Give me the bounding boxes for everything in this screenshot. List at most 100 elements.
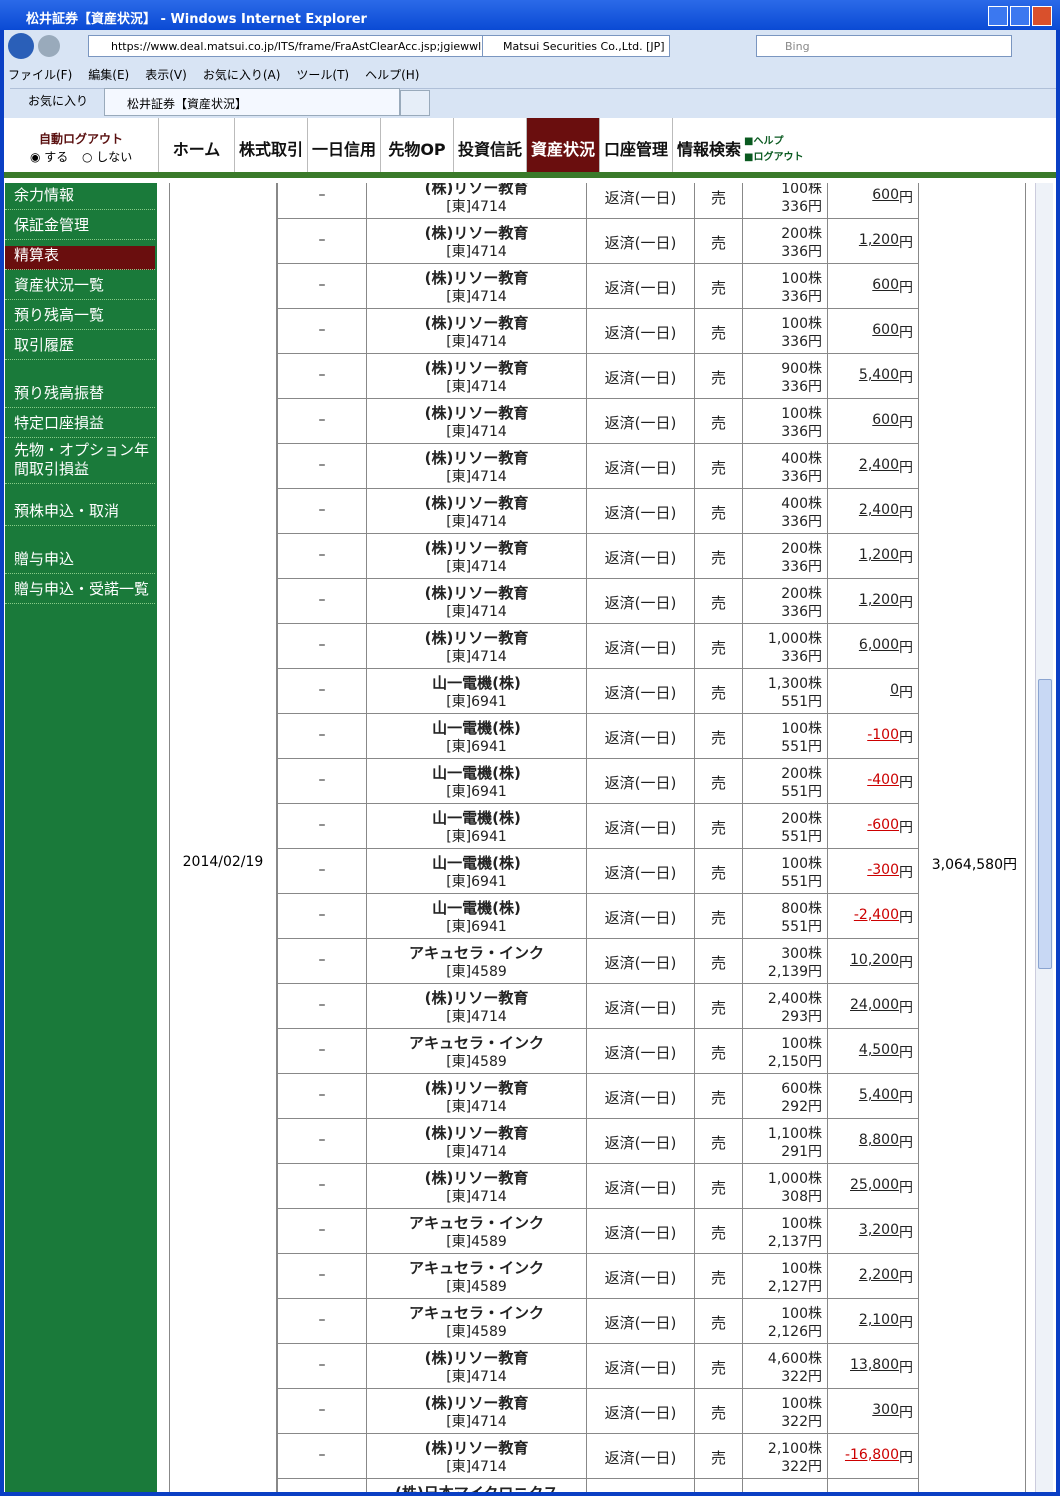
- profit-amount[interactable]: 600: [872, 277, 899, 293]
- profit-amount[interactable]: 4,500: [858, 1042, 899, 1058]
- side: 売: [710, 414, 726, 432]
- profit-amount[interactable]: 1,200: [858, 592, 899, 608]
- profit-amount[interactable]: 25,000: [850, 1177, 899, 1193]
- side: 売: [710, 819, 726, 837]
- profit: 6,000 円: [859, 637, 913, 657]
- profit-amount[interactable]: -100: [867, 727, 899, 743]
- profit-amount[interactable]: 600: [872, 412, 899, 428]
- sidebar-item[interactable]: 資産状況一覧: [5, 276, 155, 300]
- profit-amount[interactable]: -400: [867, 772, 899, 788]
- scroll-thumb[interactable]: [1038, 679, 1052, 969]
- profit-amount[interactable]: 2,400: [858, 502, 899, 518]
- stock-code: [東]4714: [446, 1369, 507, 1385]
- sidebar-item[interactable]: 余力情報: [5, 186, 155, 210]
- cert[interactable]: Matsui Securities Co.,Ltd. [JP]: [482, 35, 670, 57]
- sidebar-item[interactable]: 贈与申込: [5, 550, 155, 574]
- name-cell: (株)リソー教育 [東]4714: [366, 623, 587, 669]
- sidebar-item[interactable]: 預り残高一覧: [5, 306, 155, 330]
- sidebar-item[interactable]: 預り残高振替: [5, 384, 155, 408]
- profit-amount[interactable]: 8,800: [858, 1132, 899, 1148]
- sidebar-item[interactable]: 保証金管理: [5, 216, 155, 240]
- menu-item[interactable]: ファイル(F): [8, 68, 73, 82]
- kind: 返済(一日): [604, 774, 677, 792]
- menu-item[interactable]: ヘルプ(H): [365, 68, 420, 82]
- kind-cell: 返済(一日): [586, 938, 695, 984]
- profit-amount[interactable]: 5,400: [858, 1087, 899, 1103]
- profit: 5,400 円: [859, 1087, 913, 1107]
- stock-code: [東]6941: [446, 829, 507, 845]
- menu-item[interactable]: ツール(T): [296, 68, 350, 82]
- profit-amount[interactable]: 300: [872, 1402, 899, 1418]
- kind-cell: 返済(一日): [586, 263, 695, 309]
- sidebar-item[interactable]: 取引履歴: [5, 336, 155, 360]
- dash: –: [318, 1222, 326, 1238]
- profit-amount[interactable]: 2,100: [858, 1312, 899, 1328]
- name-cell: (株)リソー教育 [東]4714: [366, 533, 587, 579]
- kind: 返済(一日): [604, 684, 677, 702]
- radio-on[interactable]: ◉ する: [30, 150, 69, 164]
- back-button[interactable]: [8, 33, 34, 59]
- menu-item[interactable]: 表示(V): [145, 68, 187, 82]
- side: 売: [710, 729, 726, 747]
- radio-off[interactable]: ○ しない: [82, 150, 133, 164]
- cert-text: Matsui Securities Co.,Ltd. [JP]: [503, 40, 665, 53]
- profit-cell: 2,400 円: [827, 488, 919, 534]
- profit-amount[interactable]: 2,200: [858, 1267, 899, 1283]
- close[interactable]: [1032, 6, 1052, 26]
- profit-amount[interactable]: 24,000: [850, 997, 899, 1013]
- profit-amount[interactable]: 2,400: [858, 457, 899, 473]
- profit-amount[interactable]: 10,200: [850, 952, 899, 968]
- nav-item[interactable]: 一日信用: [307, 118, 380, 172]
- profit: -2,400 円: [854, 907, 913, 927]
- profit-amount[interactable]: 1,200: [858, 232, 899, 248]
- side-cell: 売: [694, 443, 743, 489]
- minimize[interactable]: [988, 6, 1008, 26]
- qty-cell: 200株 551円: [742, 803, 828, 849]
- stock-code: [東]4714: [446, 604, 507, 620]
- nav-item[interactable]: 先物OP: [380, 118, 453, 172]
- profit-amount[interactable]: -2,400: [853, 907, 899, 923]
- nav-item[interactable]: 株式取引: [234, 118, 307, 172]
- profit-amount[interactable]: 6,000: [858, 637, 899, 653]
- forward-button[interactable]: [38, 35, 60, 57]
- address-bar[interactable]: https://www.deal.matsui.co.jp/ITS/frame/…: [88, 35, 488, 57]
- dash: –: [318, 1087, 326, 1103]
- sidebar-item[interactable]: 先物・オプション年間取引損益: [5, 441, 155, 484]
- price: 308円: [781, 1189, 822, 1205]
- search-box[interactable]: Bing: [756, 35, 1012, 57]
- nav-item[interactable]: 資産状況: [526, 118, 599, 172]
- profit-amount[interactable]: -300: [867, 862, 899, 878]
- sidebar-item[interactable]: 預株申込・取消: [5, 502, 155, 526]
- profit-amount[interactable]: -600: [867, 817, 899, 833]
- tab[interactable]: 松井証券【資産状況】: [104, 88, 400, 116]
- dash-cell: –: [277, 1388, 367, 1434]
- profit-amount[interactable]: 5,400: [858, 367, 899, 383]
- kind: 返済(一日): [604, 1314, 677, 1332]
- nav-item[interactable]: 情報検索: [672, 118, 745, 172]
- nav-item[interactable]: 口座管理: [599, 118, 672, 172]
- dash: –: [318, 232, 326, 248]
- profit-amount[interactable]: 3,200: [858, 1222, 899, 1238]
- new-tab[interactable]: [400, 90, 430, 116]
- profit-unit: 円: [899, 370, 913, 386]
- logout-link[interactable]: ■ログアウト: [744, 152, 804, 163]
- nav-item[interactable]: 投資信託: [453, 118, 526, 172]
- profit-amount[interactable]: 600: [872, 187, 899, 203]
- sidebar-item[interactable]: 贈与申込・受諾一覧: [5, 580, 155, 604]
- sidebar-item[interactable]: 特定口座損益: [5, 414, 155, 438]
- profit-amount[interactable]: 600: [872, 322, 899, 338]
- menu-item[interactable]: お気に入り(A): [202, 68, 281, 82]
- menu-item[interactable]: 編集(E): [88, 68, 130, 82]
- favorites[interactable]: お気に入り: [28, 92, 88, 109]
- maximize[interactable]: [1010, 6, 1030, 26]
- window-buttons: [988, 6, 1052, 26]
- profit-amount[interactable]: 0: [890, 682, 899, 698]
- qty-cell: 900株 336円: [742, 353, 828, 399]
- profit-amount[interactable]: 1,200: [858, 547, 899, 563]
- profit-amount[interactable]: 13,800: [850, 1357, 899, 1373]
- help-link[interactable]: ■ヘルプ: [744, 136, 784, 147]
- sidebar-item[interactable]: 精算表: [5, 246, 155, 270]
- nav-item[interactable]: ホーム: [158, 118, 234, 172]
- side-cell: 売: [694, 848, 743, 894]
- profit-amount[interactable]: -16,800: [844, 1447, 899, 1463]
